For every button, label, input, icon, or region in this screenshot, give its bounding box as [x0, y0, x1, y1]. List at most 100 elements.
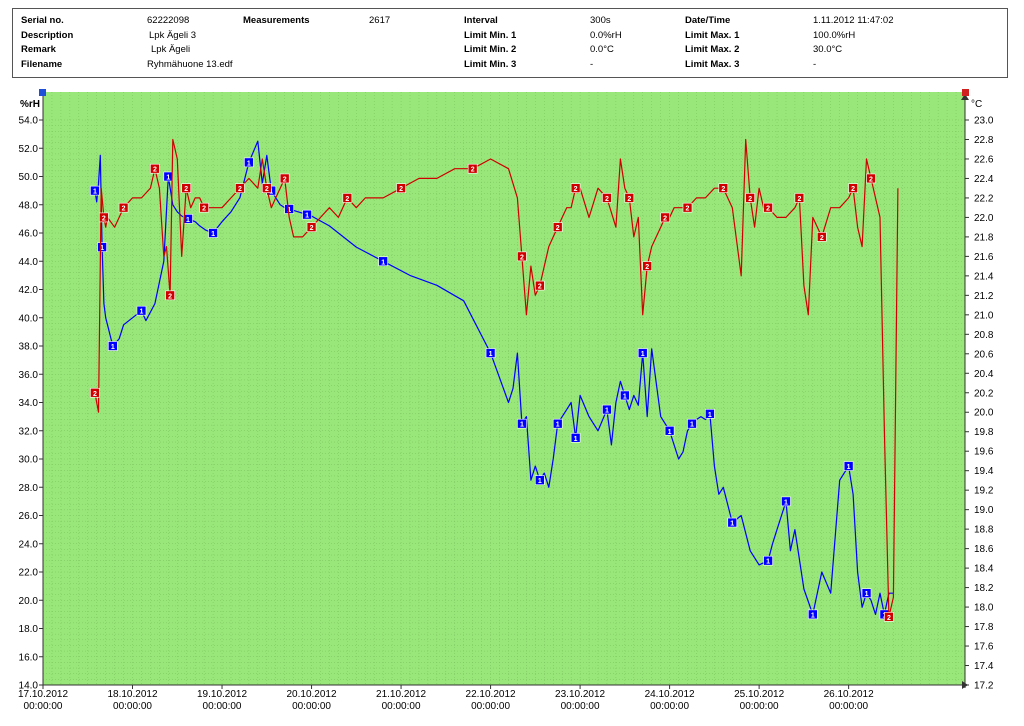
y-right-tick-label: 23.0 — [974, 116, 994, 127]
measurements-value: 2617 — [369, 15, 391, 26]
series-2-marker — [745, 193, 755, 203]
series-2-marker — [570, 183, 581, 193]
x-tick-label: 17.10.2012 00:00:00 — [18, 689, 68, 712]
series-2-marker-label: 2 — [202, 206, 206, 213]
series-2-marker-label: 2 — [663, 215, 667, 222]
left-axis-marker — [39, 89, 46, 96]
series-2-marker-label: 2 — [93, 391, 97, 398]
series-1-marker — [705, 408, 715, 419]
series-2-marker-label: 2 — [605, 196, 609, 203]
datetime-label: Date/Time — [685, 15, 731, 26]
series-2-marker-label: 2 — [345, 196, 349, 203]
series-1-marker-label: 1 — [730, 521, 734, 528]
y-right-tick-label: 18.8 — [974, 525, 994, 536]
series-1-marker — [620, 390, 630, 401]
series-1-marker — [535, 475, 545, 485]
y-left-tick-label: 32.0 — [19, 426, 39, 437]
measurements-label: Measurements — [243, 15, 310, 26]
description-label: Description — [21, 30, 74, 41]
remark-value: Lpk Ägeli — [151, 44, 191, 55]
series-2-marker — [552, 222, 563, 232]
y-right-ticks: 17.2 17.4 17.6 17.8 18.0 18.2 18.4 18.6 18.8 19.0… — [965, 116, 994, 692]
limit-max1-value: 100.0%rH — [813, 30, 856, 41]
series-1-marker-label: 1 — [211, 231, 215, 238]
series-1-marker — [570, 433, 581, 443]
series-2-marker-label: 2 — [153, 167, 157, 174]
series-2-marker-label: 2 — [520, 254, 524, 261]
series-2-marker-label: 2 — [627, 196, 631, 203]
series-1-marker-label: 1 — [100, 245, 104, 252]
series-1-marker — [378, 256, 388, 267]
y-left-tick-label: 18.0 — [19, 624, 39, 635]
y-left-tick-label: 46.0 — [19, 229, 39, 240]
series-1-marker — [163, 171, 174, 182]
series-1-marker-label: 1 — [93, 189, 97, 196]
y-right-tick-label: 21.0 — [974, 310, 994, 321]
series-2-marker — [165, 290, 175, 301]
series-2-marker — [624, 193, 635, 203]
y-right-tick-label: 21.8 — [974, 232, 994, 243]
series-2-marker-label: 2 — [869, 176, 873, 183]
y-left-tick-label: 38.0 — [19, 342, 39, 353]
series-group: 1111111111111111111111111111112222222222… — [90, 138, 899, 622]
series-1-marker — [727, 517, 738, 528]
series-2-marker-label: 2 — [748, 196, 752, 203]
series-1-marker-label: 1 — [605, 408, 609, 415]
series-2-marker — [763, 202, 773, 213]
series-2-marker-label: 2 — [168, 293, 172, 300]
series-2-marker-label: 2 — [283, 176, 287, 183]
series-2-marker — [660, 212, 670, 223]
series-2-marker-label: 2 — [238, 186, 242, 193]
y-left-tick-label: 40.0 — [19, 313, 39, 324]
series-1-marker — [108, 341, 118, 351]
serial-label: Serial no. — [21, 15, 64, 26]
series-2-marker-label: 2 — [471, 167, 475, 174]
series-1-marker-label: 1 — [641, 351, 645, 358]
x-tick-label: 21.10.2012 00:00:00 — [376, 689, 426, 712]
series-1-marker — [208, 228, 218, 238]
y-left-tick-label: 22.0 — [19, 568, 39, 579]
y-right-tick-label: 17.6 — [974, 642, 994, 653]
y-right-tick-label: 18.4 — [974, 564, 994, 575]
x-tick-label: 22.10.2012 00:00:00 — [466, 689, 516, 712]
series-1-marker-label: 1 — [538, 478, 542, 485]
series-1-marker — [302, 209, 312, 220]
series-1-marker — [602, 404, 612, 415]
series-2-marker-label: 2 — [820, 235, 824, 242]
y-left-ticks: 14.0 16.0 18.0 20.0 22.0 24.0 26.0 28.0 30.0 32.0… — [19, 116, 43, 692]
x-tick-label: 24.10.2012 00:00:00 — [645, 689, 695, 712]
series-2-marker-label: 2 — [102, 215, 106, 222]
series-2-marker — [181, 183, 192, 193]
series-1-marker-label: 1 — [766, 559, 770, 566]
series-2-line — [94, 138, 899, 618]
y-right-tick-label: 19.6 — [974, 447, 994, 458]
series-1-marker — [763, 555, 773, 566]
y-left-tick-label: 36.0 — [19, 370, 39, 381]
grid — [42, 92, 966, 686]
series-2-marker-label: 2 — [851, 186, 855, 193]
series-2-marker — [261, 183, 272, 193]
y-left-tick-label: 52.0 — [19, 144, 39, 155]
series-1-marker-label: 1 — [381, 259, 385, 266]
y-left-tick-label: 42.0 — [19, 285, 39, 296]
series-1-marker — [136, 305, 147, 316]
series-1-marker — [781, 496, 791, 507]
remark-label: Remark — [21, 44, 56, 55]
series-2-marker — [602, 193, 612, 203]
y-right-tick-label: 22.6 — [974, 154, 994, 165]
series-2-marker-label: 2 — [184, 186, 188, 193]
y-right-tick-label: 20.2 — [974, 388, 994, 399]
x-tick-label: 25.10.2012 00:00:00 — [734, 689, 784, 712]
series-2-marker-label: 2 — [797, 196, 801, 203]
series-2-marker — [848, 183, 858, 193]
series-2-marker-label: 2 — [265, 186, 269, 193]
series-1-marker — [552, 418, 563, 429]
series-2-marker — [682, 202, 693, 213]
y-right-tick-label: 21.4 — [974, 271, 994, 282]
series-2-marker — [718, 183, 729, 193]
series-2-marker-label: 2 — [686, 206, 690, 213]
series-2-marker — [396, 183, 406, 193]
limit-min2-label: Limit Min. 2 — [464, 44, 517, 55]
interval-value: 300s — [590, 15, 611, 26]
series-2-marker-label: 2 — [574, 186, 578, 193]
